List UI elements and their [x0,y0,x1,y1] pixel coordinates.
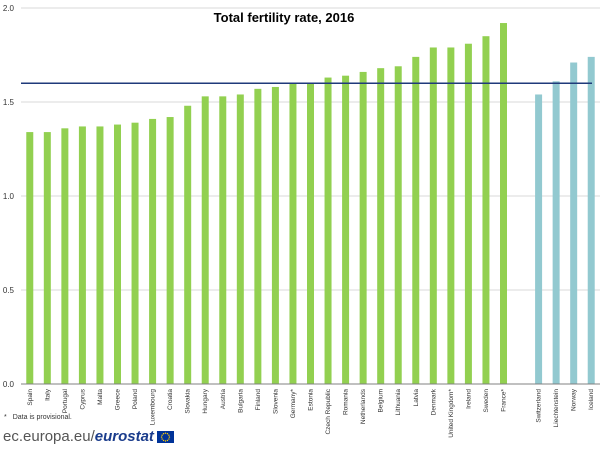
brand-name: eurostat [94,428,154,445]
brand-prefix: ec.europa.eu/ [3,428,95,445]
bar [219,96,227,385]
bar [26,132,34,384]
bar [570,62,578,385]
footnote: * Data is provisional. [4,414,72,421]
x-tick-label: Italy [44,388,51,401]
x-tick-label: Bulgaria [237,389,244,413]
x-tick-label: Denmark [430,388,437,415]
x-tick-label: Spain [27,389,34,406]
x-tick-label: Finland [255,389,262,411]
y-tick-label: 0.0 [3,380,15,389]
bar [61,128,69,384]
x-tick-label: Latvia [413,389,420,407]
eu-flag-icon [156,430,174,443]
x-tick-label: Belgium [378,389,385,412]
bar [96,126,104,384]
bar [535,94,543,384]
footnote-text: Data is provisional. [12,414,72,421]
bar [166,117,174,384]
x-tick-label: Slovakia [185,389,192,414]
x-tick-label: France* [501,389,508,412]
eurostat-logo[interactable]: ec.europa.eu/eurostat [3,428,174,445]
y-tick-label: 1.5 [3,98,15,107]
x-tick-label: Ireland [465,389,472,409]
x-tick-label: Slovenia [272,389,279,414]
bar [587,56,595,384]
y-tick-label: 1.0 [3,192,15,201]
bar [236,94,244,384]
bar [464,43,472,384]
bar [552,81,560,384]
y-tick-label: 0.5 [3,286,15,295]
bar [78,126,86,384]
bar [184,105,192,384]
chart-title: Total fertility rate, 2016 [214,10,355,25]
x-tick-label: Austria [220,389,227,410]
bar [447,47,455,384]
x-tick-label: Malta [97,389,104,405]
bar [307,83,314,384]
x-tick-label: United Kingdom* [448,389,455,438]
x-axis-ticks: Spain Italy Portugal Cyprus Malta Greece Polan… [27,388,595,438]
bar [254,88,262,384]
x-tick-label: Germany* [290,389,297,419]
y-tick-label: 2.0 [3,4,15,13]
x-tick-label: Lithuania [395,389,402,416]
y-axis-ticks: 0.0 0.5 1.0 1.5 2.0 [3,4,15,389]
x-tick-label: Hungary [202,388,209,413]
bar [43,132,51,384]
x-tick-label: Cyprus [79,388,86,409]
x-tick-label: Portugal [62,388,69,413]
x-tick-label: Switzerland [536,389,543,423]
x-tick-label: Netherlands [360,388,367,424]
bar [500,23,507,384]
bar [482,36,490,384]
x-tick-label: Norway [571,388,578,411]
bar [289,83,297,384]
x-tick-label: Czech Republic [325,388,332,434]
bar [201,96,209,385]
x-tick-label: Greece [115,389,122,411]
bar [342,75,350,385]
x-tick-label: Croatia [167,389,174,410]
bar [324,77,332,384]
bar [412,56,420,384]
bar [394,66,402,384]
x-tick-label: Poland [132,389,139,410]
bar [131,122,139,385]
bar [114,124,121,384]
x-tick-label: Sweden [483,389,490,413]
bars-group [26,23,595,385]
x-tick-label: Luxembourg [150,389,157,426]
x-tick-label: Liechtenstein [553,389,560,428]
x-tick-label: Iceland [588,389,595,410]
bar [149,118,157,385]
bar [271,86,279,385]
footnote-marker: * [4,414,7,421]
bar [429,47,437,384]
x-tick-label: Estonia [308,389,315,411]
bar [377,68,385,384]
bar [359,71,367,385]
x-tick-label: Romania [343,389,350,415]
